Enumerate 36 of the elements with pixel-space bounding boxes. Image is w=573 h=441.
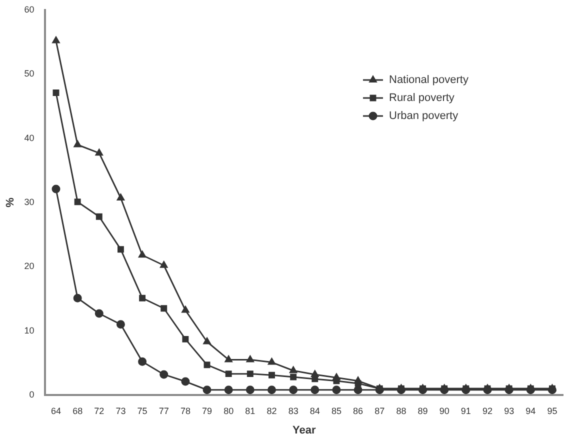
x-axis-title: Year bbox=[292, 424, 316, 436]
x-tick-label: 90 bbox=[439, 406, 450, 416]
x-tick-label: 91 bbox=[460, 406, 471, 416]
y-tick-label: 40 bbox=[24, 132, 34, 143]
y-tick-label: 50 bbox=[24, 68, 34, 79]
x-tick-label: 92 bbox=[482, 406, 492, 416]
y-tick-label: 20 bbox=[24, 261, 34, 272]
x-tick-label: 87 bbox=[374, 406, 385, 416]
x-tick-label: 77 bbox=[158, 406, 169, 416]
y-tick-label: 10 bbox=[24, 325, 34, 336]
y-tick-label: 60 bbox=[24, 4, 34, 14]
x-tick-label: 84 bbox=[310, 406, 320, 416]
x-tick-label: 79 bbox=[202, 406, 212, 416]
y-tick-label: 0 bbox=[29, 389, 34, 400]
x-tick-label: 88 bbox=[396, 406, 406, 416]
x-tick-label: 89 bbox=[418, 406, 428, 416]
legend-label: Urban poverty bbox=[389, 110, 459, 122]
x-tick-label: 83 bbox=[288, 406, 298, 416]
x-tick-label: 68 bbox=[72, 406, 83, 416]
x-tick-label: 93 bbox=[504, 406, 514, 416]
x-tick-label: 95 bbox=[547, 406, 558, 416]
legend-label: National poverty bbox=[389, 74, 469, 86]
y-tick-label: 30 bbox=[24, 196, 34, 207]
y-axis-title: % bbox=[4, 197, 17, 208]
x-tick-label: 64 bbox=[50, 406, 62, 416]
x-tick-label: 75 bbox=[137, 406, 148, 416]
legend-label: Rural poverty bbox=[389, 92, 455, 104]
x-tick-label: 85 bbox=[331, 406, 342, 416]
x-tick-label: 73 bbox=[116, 406, 126, 416]
x-tick-label: 81 bbox=[245, 406, 256, 416]
x-tick-label: 86 bbox=[353, 406, 364, 416]
x-tick-label: 80 bbox=[224, 406, 234, 416]
x-tick-label: 82 bbox=[266, 406, 277, 416]
x-tick-label: 72 bbox=[94, 406, 104, 416]
x-tick-label: 78 bbox=[180, 406, 190, 416]
x-tick-label: 94 bbox=[526, 406, 536, 416]
